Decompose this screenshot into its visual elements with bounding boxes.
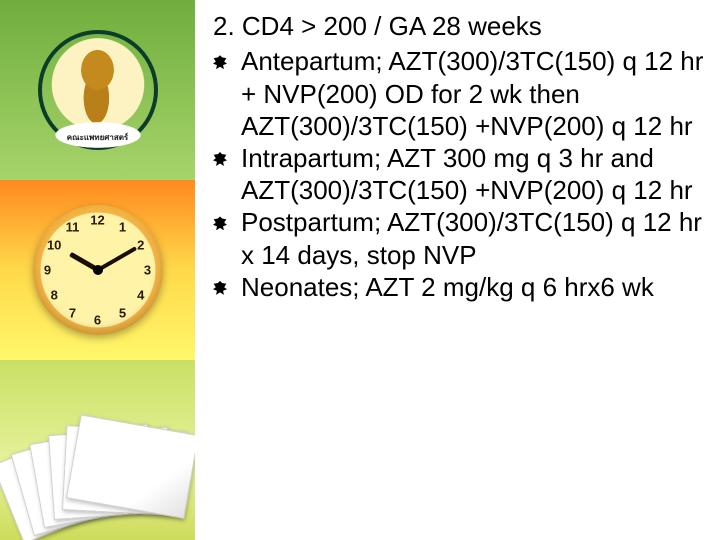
slide-content: 2. CD4 > 200 / GA 28 weeks Antepartum; A… [195,0,720,540]
bullet-item: Neonates; AZT 2 mg/kg q 6 hrx6 wk [241,271,706,303]
clock-numeral: 7 [69,306,76,321]
clock-numeral: 5 [119,306,126,321]
clock-numeral: 2 [137,238,144,253]
decorative-sidebar: คณะแพทยศาสตร์ 121234567891011 [0,0,195,540]
clock-numeral: 6 [94,313,101,328]
crest-label: คณะแพทยศาสตร์ [42,131,154,144]
clock-numeral: 4 [137,288,144,303]
clock-icon: 121234567891011 [33,205,163,335]
clock-numeral: 11 [66,219,80,234]
sidebar-panel-papers [0,360,195,540]
sidebar-panel-clock: 121234567891011 [0,180,195,360]
bullet-list: Antepartum; AZT(300)/3TC(150) q 12 hr + … [213,45,706,303]
slide-heading: 2. CD4 > 200 / GA 28 weeks [213,10,706,43]
clock-hub [93,265,103,275]
clock-minute-hand [97,246,137,271]
clock-numeral: 8 [51,288,58,303]
bullet-item: Postpartum; AZT(300)/3TC(150) q 12 hr x … [241,206,706,270]
bullet-item: Antepartum; AZT(300)/3TC(150) q 12 hr + … [241,45,706,142]
clock-numeral: 1 [119,219,126,234]
paper-stack-icon [18,406,178,540]
clock-numeral: 12 [90,213,104,228]
bullet-item: Intrapartum; AZT 300 mg q 3 hr and AZT(3… [241,142,706,206]
faculty-crest-icon: คณะแพทยศาสตร์ [38,30,158,150]
clock-numeral: 10 [47,238,61,253]
clock-numeral: 3 [144,263,151,278]
sidebar-panel-crest: คณะแพทยศาสตร์ [0,0,195,180]
clock-numeral: 9 [44,263,51,278]
